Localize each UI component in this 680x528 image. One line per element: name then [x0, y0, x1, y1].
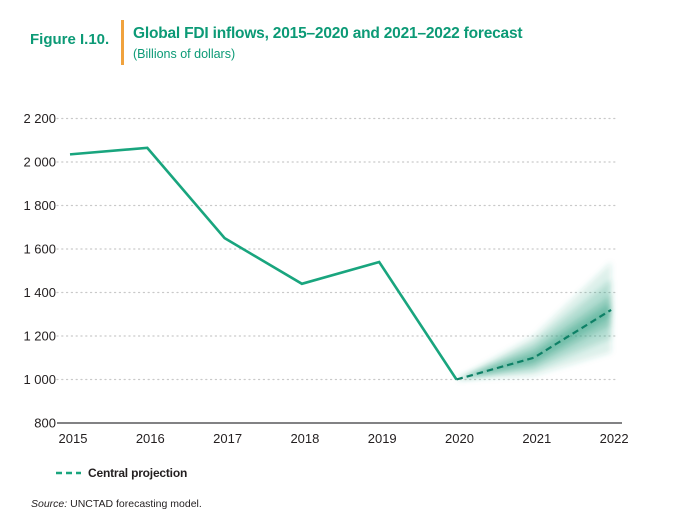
x-axis-label: 2016: [136, 431, 165, 446]
forecast-fan-band: [456, 279, 612, 380]
y-axis-label: 1 800: [23, 198, 56, 213]
source-text: UNCTAD forecasting model.: [67, 498, 202, 510]
historical-line: [69, 146, 458, 381]
forecast-fan-band: [456, 294, 612, 380]
chart-title: Global FDI inflows, 2015–2020 and 2021–2…: [133, 25, 523, 42]
source-prefix: Source:: [31, 498, 68, 510]
x-axis-label: 2021: [522, 431, 551, 446]
x-axis-label: 2020: [445, 431, 474, 446]
x-axis-label: 2018: [290, 431, 319, 446]
title-block: Global FDI inflows, 2015–2020 and 2021–2…: [133, 25, 673, 61]
figure-label: Figure I.10.: [30, 31, 110, 48]
legend-central-projection-label: Central projection: [88, 466, 188, 480]
x-axis-label: 2022: [600, 431, 629, 446]
chart-legend: Central projection: [55, 466, 187, 480]
y-axis-label: 1 400: [23, 285, 56, 300]
y-axis-label: 1 600: [23, 242, 56, 257]
x-axis-label: 2017: [213, 431, 242, 446]
x-axis-label: 2019: [368, 431, 397, 446]
y-axis-label: 800: [34, 416, 56, 431]
y-axis-label: 1 200: [23, 329, 56, 344]
source-note: Source: UNCTAD forecasting model.: [31, 498, 202, 510]
dashed-line-icon: [56, 471, 81, 475]
y-axis-label: 1 000: [23, 372, 56, 387]
header-divider: [121, 20, 124, 65]
central-projection-line: [456, 308, 612, 381]
y-axis-label: 2 000: [23, 155, 56, 170]
x-axis-label: 2015: [59, 431, 88, 446]
y-axis-label: 2 200: [23, 111, 56, 126]
chart-subtitle: (Billions of dollars): [133, 46, 236, 61]
forecast-fan: [456, 262, 612, 380]
